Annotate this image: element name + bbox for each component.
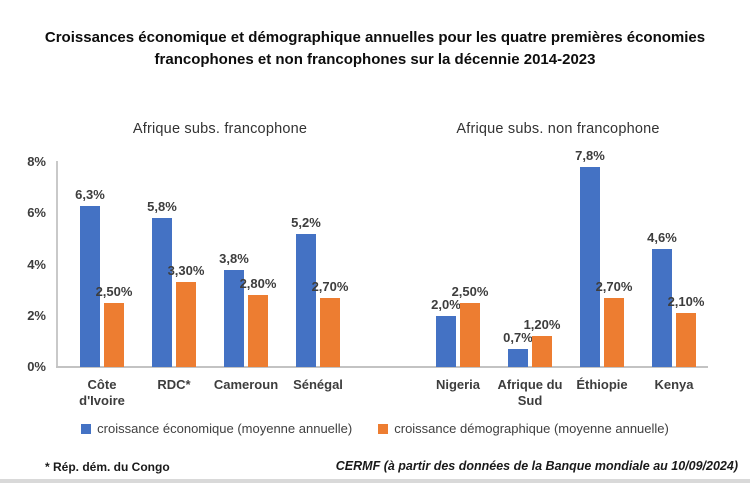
category-label-rdc: RDC* bbox=[157, 377, 191, 392]
bar-value-demographic-rdc: 3,30% bbox=[167, 263, 205, 279]
bar-value-demographic-kenya: 2,10% bbox=[667, 294, 705, 310]
bar-economic-senegal bbox=[296, 233, 316, 368]
category-label-ethiopie: Éthiopie bbox=[576, 377, 628, 392]
panel-title-non-francophone: Afrique subs. non francophone bbox=[456, 121, 660, 137]
bar-value-economic-cameroun: 3,8% bbox=[219, 250, 249, 266]
chart-main-title: Croissances économique et démographique … bbox=[0, 27, 750, 71]
bar-value-economic-kenya: 4,6% bbox=[647, 230, 677, 246]
legend-swatch-demographic-icon bbox=[378, 423, 389, 434]
legend-label-demographic: croissance démographique (moyenne annuel… bbox=[394, 421, 669, 436]
category-label-senegal: Sénégal bbox=[293, 377, 343, 392]
x-axis-line bbox=[56, 366, 708, 368]
bar-value-economic-ethiopie: 7,8% bbox=[575, 148, 605, 164]
bar-value-demographic-senegal: 2,70% bbox=[311, 278, 349, 294]
y-tick-8: 8% bbox=[27, 154, 46, 169]
legend-swatch-economic-icon bbox=[81, 423, 92, 434]
chart-main-title-line2: francophones et non francophones sur la … bbox=[154, 51, 596, 68]
category-label-cote-d-ivoire: Côte d'Ivoire bbox=[79, 377, 125, 408]
bar-demographic-senegal bbox=[320, 297, 340, 367]
bar-demographic-cote-d-ivoire bbox=[104, 302, 124, 367]
chart-main-title-line1: Croissances économique et démographique … bbox=[44, 29, 706, 46]
y-axis-line bbox=[56, 161, 58, 368]
bar-value-economic-rdc: 5,8% bbox=[147, 199, 177, 215]
legend-item-economic: croissance économique (moyenne annuelle) bbox=[81, 421, 352, 436]
bar-value-demographic-cote-d-ivoire: 2,50% bbox=[95, 283, 133, 299]
bottom-divider bbox=[0, 479, 750, 483]
bar-demographic-nigeria bbox=[460, 302, 480, 367]
bar-value-demographic-afrique-du-sud: 1,20% bbox=[523, 317, 561, 333]
bar-economic-rdc bbox=[152, 218, 172, 367]
bar-demographic-afrique-du-sud bbox=[532, 336, 552, 368]
bar-value-economic-senegal: 5,2% bbox=[291, 214, 321, 230]
bar-economic-kenya bbox=[652, 249, 672, 367]
category-label-nigeria: Nigeria bbox=[435, 377, 481, 392]
bar-value-economic-afrique-du-sud: 0,7% bbox=[503, 330, 533, 346]
bar-demographic-ethiopie bbox=[604, 297, 624, 367]
bar-value-demographic-ethiopie: 2,70% bbox=[595, 278, 633, 294]
source-attribution: CERMF (à partir des données de la Banque… bbox=[335, 459, 738, 473]
y-tick-4: 4% bbox=[27, 256, 46, 272]
bar-value-economic-cote-d-ivoire: 6,3% bbox=[75, 186, 105, 202]
bar-value-demographic-cameroun: 2,80% bbox=[239, 276, 277, 292]
y-tick-6: 6% bbox=[27, 205, 46, 221]
category-label-cameroun: Cameroun bbox=[213, 377, 279, 392]
bar-demographic-kenya bbox=[676, 313, 696, 367]
category-label-kenya: Kenya bbox=[654, 377, 694, 392]
y-tick-2: 2% bbox=[27, 307, 46, 323]
legend: croissance économique (moyenne annuelle)… bbox=[0, 421, 750, 436]
legend-label-economic: croissance économique (moyenne annuelle) bbox=[97, 421, 353, 436]
panel-title-francophone: Afrique subs. francophone bbox=[132, 121, 308, 137]
footnote: * Rép. dém. du Congo bbox=[45, 460, 170, 474]
bar-economic-ethiopie bbox=[580, 167, 600, 367]
bar-value-economic-nigeria: 2,0% bbox=[431, 296, 461, 312]
bar-demographic-cameroun bbox=[248, 295, 268, 368]
bar-economic-cameroun bbox=[224, 269, 244, 367]
bar-demographic-rdc bbox=[176, 282, 196, 367]
bar-value-demographic-nigeria: 2,50% bbox=[451, 283, 489, 299]
bar-economic-cote-d-ivoire bbox=[80, 205, 100, 367]
legend-item-demographic: croissance démographique (moyenne annuel… bbox=[378, 421, 669, 436]
bar-economic-nigeria bbox=[436, 315, 456, 368]
category-label-afrique-du-sud: Afrique du Sud bbox=[497, 377, 563, 408]
y-tick-0: 0% bbox=[27, 359, 46, 374]
bar-economic-afrique-du-sud bbox=[508, 349, 528, 367]
